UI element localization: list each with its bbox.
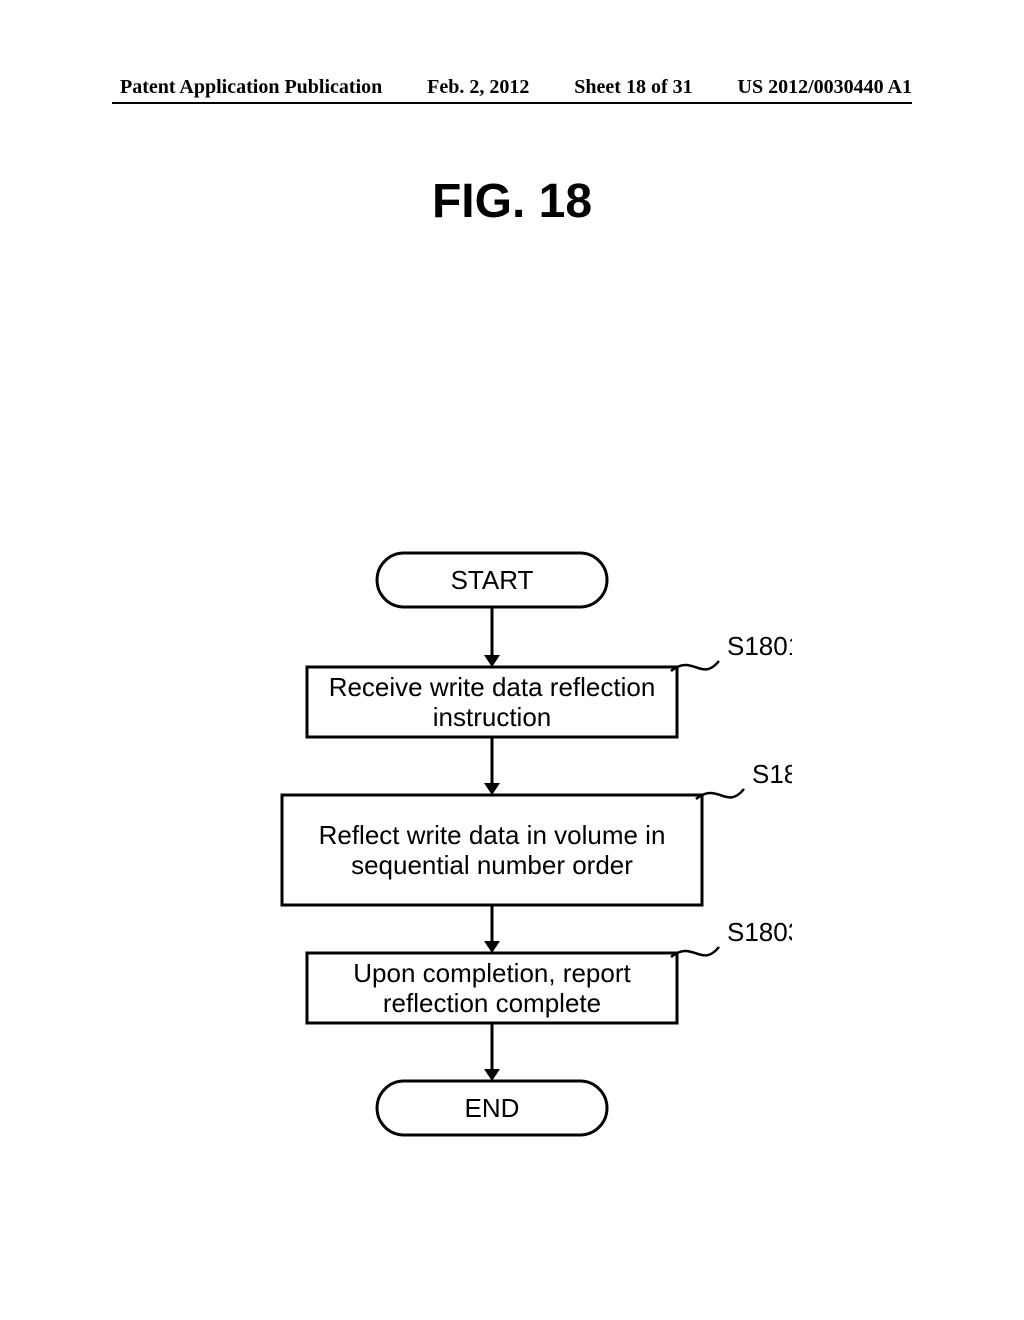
- svg-text:Receive write data reflection: Receive write data reflection: [329, 672, 656, 702]
- figure-title: FIG. 18: [0, 174, 1024, 229]
- svg-text:S1803: S1803: [727, 917, 792, 947]
- svg-text:START: START: [451, 565, 534, 595]
- svg-text:reflection complete: reflection complete: [383, 988, 601, 1018]
- svg-text:S1802: S1802: [752, 759, 792, 789]
- page-header: Patent Application Publication Feb. 2, 2…: [0, 76, 1024, 99]
- svg-text:Reflect write data in volume i: Reflect write data in volume in: [319, 820, 666, 850]
- svg-text:Upon completion, report: Upon completion, report: [353, 958, 631, 988]
- svg-text:instruction: instruction: [433, 702, 552, 732]
- header-rule: [112, 102, 912, 104]
- header-date: Feb. 2, 2012: [427, 76, 529, 99]
- header-line: Patent Application Publication Feb. 2, 2…: [0, 76, 1024, 99]
- header-pubno: US 2012/0030440 A1: [738, 76, 912, 99]
- svg-text:sequential number order: sequential number order: [351, 850, 633, 880]
- svg-text:END: END: [465, 1093, 520, 1123]
- flowchart: START Receive write data reflectioninstru…: [0, 550, 1024, 1170]
- header-sheet: Sheet 18 of 31: [574, 76, 692, 99]
- flowchart-svg: START Receive write data reflectioninstru…: [232, 550, 792, 1170]
- header-left: Patent Application Publication: [120, 76, 382, 99]
- svg-text:S1801: S1801: [727, 631, 792, 661]
- page: Patent Application Publication Feb. 2, 2…: [0, 0, 1024, 1320]
